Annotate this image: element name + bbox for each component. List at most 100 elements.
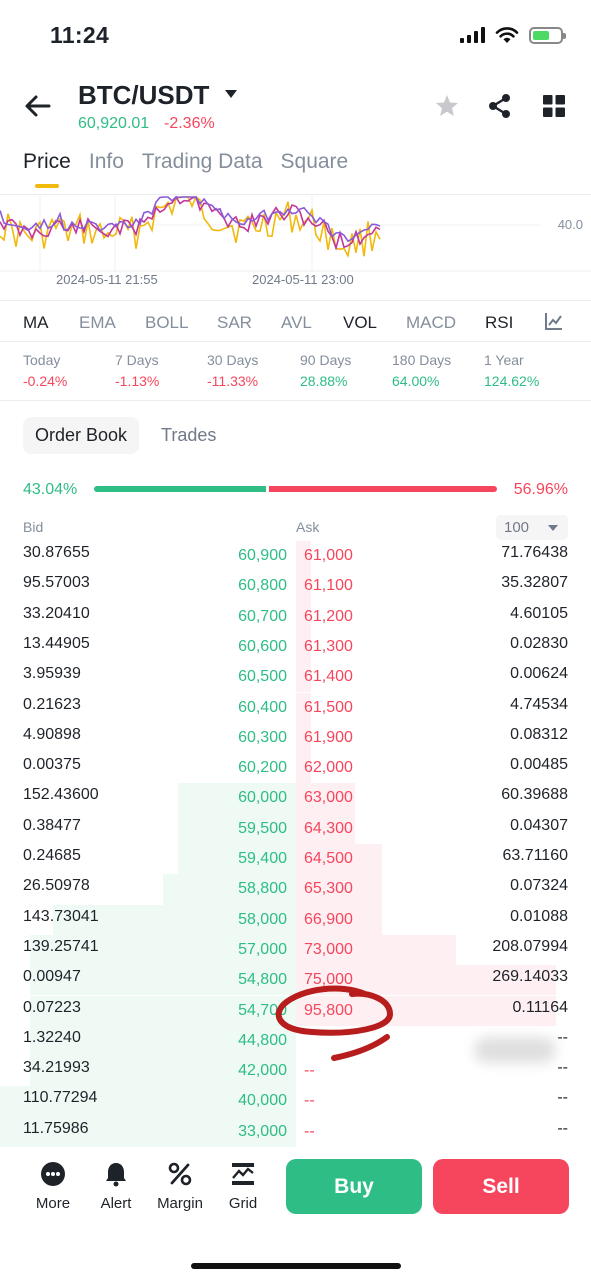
- bid-price[interactable]: 60,600: [238, 637, 287, 655]
- bid-price[interactable]: 60,200: [238, 759, 287, 777]
- period-1-year: 1 Year 124.62%: [484, 352, 539, 389]
- ask-price[interactable]: --: [304, 1122, 315, 1140]
- ask-price[interactable]: 73,000: [304, 940, 353, 958]
- star-icon[interactable]: [433, 92, 461, 120]
- bid-price[interactable]: 57,000: [238, 940, 287, 958]
- indicator-ma[interactable]: MA: [23, 313, 49, 332]
- bid-price[interactable]: 60,500: [238, 668, 287, 686]
- bid-price[interactable]: 33,000: [238, 1122, 287, 1140]
- ask-price[interactable]: 61,500: [304, 698, 353, 716]
- bid-price[interactable]: 42,000: [238, 1062, 287, 1080]
- bid-price[interactable]: 60,400: [238, 698, 287, 716]
- period-today: Today -0.24%: [23, 352, 67, 389]
- tab-square[interactable]: Square: [280, 150, 349, 173]
- ask-price[interactable]: 63,000: [304, 789, 353, 807]
- ask-price[interactable]: 66,900: [304, 910, 353, 928]
- indicator-boll[interactable]: BOLL: [145, 313, 189, 332]
- ask-price[interactable]: 61,400: [304, 668, 353, 686]
- order-book-row[interactable]: 4.90898 60,300 61,900 0.08312: [0, 722, 591, 754]
- ask-price[interactable]: 65,300: [304, 880, 353, 898]
- bid-price[interactable]: 59,400: [238, 850, 287, 867]
- order-book-row[interactable]: 0.38477 59,500 64,300 0.04307: [0, 813, 591, 844]
- tab-trades[interactable]: Trades: [161, 425, 217, 445]
- bid-price[interactable]: 54,800: [238, 971, 287, 989]
- alert-button[interactable]: Alert: [86, 1161, 146, 1212]
- order-book-row[interactable]: 0.07223 54,700 95,800 0.11164: [0, 995, 591, 1026]
- bid-depth-bar: [177, 813, 296, 844]
- margin-button[interactable]: Margin: [150, 1161, 210, 1212]
- indicator-sar[interactable]: SAR: [217, 313, 252, 332]
- buy-button[interactable]: Buy: [286, 1159, 422, 1214]
- order-book-row[interactable]: 143.73041 58,000 66,900 0.01088: [0, 904, 591, 935]
- ask-price[interactable]: 61,300: [304, 637, 353, 655]
- share-icon[interactable]: [486, 92, 514, 120]
- bid-quantity: 0.38477: [23, 816, 81, 834]
- signal-icon: [460, 27, 485, 43]
- indicator-avl[interactable]: AVL: [281, 313, 312, 332]
- order-book-row[interactable]: 0.00947 54,800 75,000 269.14033: [0, 965, 591, 996]
- tab-order-book[interactable]: Order Book: [23, 417, 140, 454]
- bid-price[interactable]: 40,000: [238, 1092, 287, 1110]
- grid-button[interactable]: Grid: [213, 1161, 273, 1212]
- order-book-row[interactable]: 30.87655 60,900 61,000 71.76438: [0, 541, 591, 572]
- tab-price[interactable]: Price: [23, 150, 71, 188]
- ask-price[interactable]: 64,500: [304, 850, 353, 867]
- ask-price[interactable]: 61,200: [304, 607, 353, 625]
- ask-price[interactable]: 62,000: [304, 759, 353, 777]
- order-book-row[interactable]: 26.50978 58,800 65,300 0.07324: [0, 874, 591, 905]
- chart-line: [0, 196, 381, 243]
- ask-price[interactable]: --: [304, 1062, 315, 1080]
- ask-price[interactable]: 95,800: [304, 1001, 353, 1019]
- order-book-row[interactable]: 0.24685 59,400 64,500 63.71160: [0, 844, 591, 875]
- bid-price[interactable]: 58,000: [238, 910, 287, 928]
- bid-price[interactable]: 59,500: [238, 819, 287, 837]
- tab-trading-data[interactable]: Trading Data: [141, 150, 263, 173]
- sell-button[interactable]: Sell: [433, 1159, 569, 1214]
- ask-price[interactable]: --: [304, 1092, 315, 1110]
- ask-price[interactable]: 61,100: [304, 577, 353, 595]
- bid-price[interactable]: 60,000: [238, 789, 287, 807]
- rsi-chart[interactable]: 40.0 2024-05-11 21:55 2024-05-11 23:00: [0, 194, 591, 294]
- order-book-row[interactable]: 33.20410 60,700 61,200 4.60105: [0, 601, 591, 632]
- indicator-ema[interactable]: EMA: [79, 313, 116, 332]
- pair-title[interactable]: BTC/USDT: [78, 80, 210, 110]
- bid-price[interactable]: 60,800: [238, 577, 287, 595]
- order-book-row[interactable]: 3.95939 60,500 61,400 0.00624: [0, 662, 591, 693]
- order-book-row[interactable]: 152.43600 60,000 63,000 60.39688: [0, 783, 591, 814]
- ask-price[interactable]: 64,300: [304, 819, 353, 837]
- period-label: 1 Year: [484, 352, 524, 368]
- bid-quantity: 30.87655: [23, 544, 90, 561]
- bid-price[interactable]: 58,800: [238, 880, 287, 898]
- ask-price[interactable]: 75,000: [304, 971, 353, 989]
- chart-settings-icon[interactable]: [544, 311, 564, 331]
- order-book-row[interactable]: 110.77294 40,000 -- --: [0, 1086, 591, 1117]
- caret-down-icon[interactable]: [224, 88, 238, 100]
- order-book-row[interactable]: 34.21993 42,000 -- --: [0, 1056, 591, 1087]
- order-book-row[interactable]: 95.57003 60,800 61,100 35.32807: [0, 571, 591, 602]
- bid-price[interactable]: 60,300: [238, 728, 287, 746]
- back-arrow-icon[interactable]: [22, 90, 54, 122]
- order-book-row[interactable]: 0.21623 60,400 61,500 4.74534: [0, 692, 591, 723]
- grid-menu-icon[interactable]: [540, 92, 568, 120]
- order-book-row[interactable]: 0.00375 60,200 62,000 0.00485: [0, 753, 591, 784]
- indicator-vol[interactable]: VOL: [343, 313, 378, 332]
- depth-select[interactable]: 100: [496, 515, 568, 540]
- ask-price[interactable]: 61,000: [304, 547, 353, 564]
- bid-price[interactable]: 60,900: [238, 547, 287, 564]
- bid-price[interactable]: 54,700: [238, 1001, 287, 1019]
- order-book-row[interactable]: 139.25741 57,000 73,000 208.07994: [0, 934, 591, 966]
- indicator-macd[interactable]: MACD: [406, 313, 457, 332]
- tab-info[interactable]: Info: [88, 150, 124, 173]
- ask-quantity: 0.01088: [510, 907, 568, 925]
- bid-price[interactable]: 60,700: [238, 607, 287, 625]
- order-book-row[interactable]: 13.44905 60,600 61,300 0.02830: [0, 631, 591, 663]
- indicator-rsi[interactable]: RSI: [485, 313, 514, 332]
- ask-price[interactable]: 61,900: [304, 728, 353, 746]
- order-book-row[interactable]: 11.75986 33,000 -- --: [0, 1116, 591, 1147]
- annotation-scribble: [275, 985, 394, 1061]
- more-button[interactable]: More: [23, 1161, 83, 1212]
- order-book-row[interactable]: 1.32240 44,800 --: [0, 1025, 591, 1057]
- bid-quantity: 95.57003: [23, 574, 90, 592]
- bid-depth-bar: [177, 783, 296, 814]
- bid-price[interactable]: 44,800: [238, 1031, 287, 1049]
